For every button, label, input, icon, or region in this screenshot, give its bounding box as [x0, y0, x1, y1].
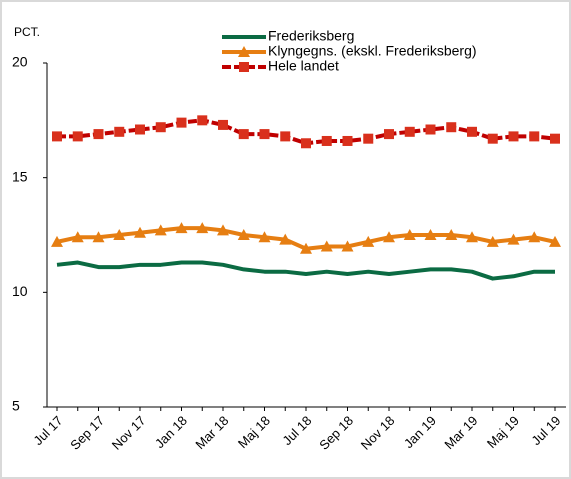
- marker-triangle: [51, 235, 63, 247]
- marker-square: [52, 131, 62, 142]
- marker-square: [404, 126, 415, 137]
- marker-square: [363, 133, 374, 144]
- marker-square: [301, 138, 311, 149]
- marker-triangle: [528, 231, 541, 243]
- marker-square: [550, 133, 560, 144]
- marker-triangle: [549, 235, 561, 247]
- marker-triangle: [237, 229, 250, 240]
- marker-square: [425, 124, 436, 135]
- marker-square: [114, 126, 125, 137]
- marker-square: [487, 133, 498, 144]
- marker-triangle: [279, 233, 292, 245]
- marker-triangle: [341, 240, 354, 252]
- marker-square: [508, 131, 519, 142]
- y-axis-label: PCT.: [14, 25, 40, 39]
- marker-square: [446, 122, 457, 133]
- marker-triangle: [320, 240, 333, 252]
- marker-square: [176, 117, 187, 128]
- marker-triangle: [217, 224, 229, 236]
- marker-square: [529, 131, 540, 142]
- marker-square: [93, 129, 104, 140]
- marker-triangle: [486, 235, 499, 247]
- legend-marker: [238, 46, 250, 57]
- legend-label: Klyngegns. (ekskl. Frederiksberg): [268, 43, 477, 59]
- marker-square: [384, 129, 394, 140]
- marker-square: [259, 129, 270, 140]
- legend-label: Frederiksberg: [268, 28, 354, 44]
- marker-triangle: [362, 235, 375, 247]
- marker-square: [135, 124, 145, 135]
- legend-label: Hele landet: [268, 58, 339, 74]
- series-line: [56, 260, 555, 281]
- y-tick-label: 5: [12, 398, 20, 414]
- y-tick-label: 20: [12, 54, 28, 70]
- marker-square: [155, 122, 166, 133]
- y-tick-label: 10: [12, 283, 28, 299]
- marker-triangle: [258, 231, 271, 243]
- marker-square: [280, 131, 291, 142]
- marker-square: [72, 131, 83, 142]
- marker-triangle: [154, 224, 167, 236]
- marker-square: [342, 135, 353, 146]
- marker-triangle: [466, 231, 478, 243]
- y-tick-label: 15: [12, 168, 28, 184]
- marker-square: [321, 135, 332, 146]
- marker-square: [238, 129, 249, 140]
- marker-square: [467, 126, 477, 137]
- marker-triangle: [113, 229, 126, 240]
- marker-triangle: [92, 231, 105, 243]
- marker-square: [197, 115, 208, 126]
- marker-triangle: [300, 242, 312, 254]
- legend-marker: [239, 62, 249, 72]
- marker-triangle: [134, 226, 146, 238]
- marker-triangle: [507, 233, 520, 245]
- marker-triangle: [71, 231, 84, 243]
- marker-triangle: [196, 222, 209, 234]
- marker-triangle: [403, 229, 416, 240]
- marker-triangle: [175, 222, 188, 234]
- marker-triangle: [424, 229, 437, 240]
- marker-triangle: [383, 231, 395, 243]
- marker-square: [218, 119, 228, 130]
- marker-triangle: [445, 229, 458, 240]
